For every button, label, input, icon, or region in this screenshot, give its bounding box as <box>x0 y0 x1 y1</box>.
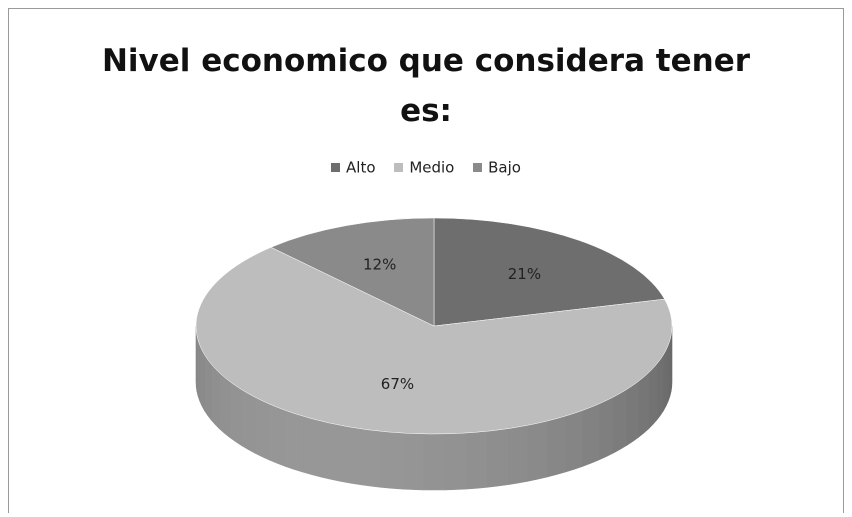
legend-item-medio: Medio <box>394 158 454 177</box>
pie-side-medio-26 <box>254 396 270 461</box>
legend-item-alto: Alto <box>331 158 376 177</box>
pie-side-medio-13 <box>507 424 528 486</box>
legend-swatch-bajo <box>473 163 483 173</box>
chart-title-line-1: Nivel economico que considera tener <box>101 43 751 79</box>
pie-side-medio-5 <box>638 372 649 438</box>
legend-swatch-alto <box>331 163 341 173</box>
pie-side-medio-17 <box>423 433 445 491</box>
pie-side-medio-14 <box>486 428 508 488</box>
pie-side-medio-31 <box>204 353 212 421</box>
pie-side-medio-9 <box>582 403 599 467</box>
legend-swatch-medio <box>394 163 404 173</box>
pie-slice-bajo <box>270 217 435 327</box>
chart-title: Nivel economico que considera tener es: <box>0 36 852 136</box>
pie-side-medio-2 <box>663 345 669 412</box>
pie-side-medio-7 <box>612 388 627 454</box>
pie-side-medio-33 <box>196 335 201 402</box>
pie-side-medio-19 <box>380 430 403 490</box>
pie-side-medio-22 <box>320 420 341 482</box>
pie-side-medio-24 <box>285 410 304 473</box>
pie-side-medio-30 <box>210 363 220 430</box>
pie-side-medio-12 <box>527 420 548 482</box>
pie-side-medio-4 <box>648 363 658 430</box>
data-label-alto: 21% <box>508 265 541 283</box>
pie-side-medio-3 <box>656 353 664 421</box>
pie-side-medio-16 <box>444 432 467 491</box>
pie-side-medio-1 <box>667 335 672 402</box>
pie-side-medio-25 <box>269 403 286 467</box>
pie-data-labels: 21% 67% 12% <box>363 256 541 393</box>
chart-legend: Alto Medio Bajo <box>0 158 852 177</box>
pie-side-medio-29 <box>219 372 230 438</box>
pie-side-medio-15 <box>465 430 488 490</box>
pie-side-medio-6 <box>626 380 639 447</box>
pie-side-medio-20 <box>360 428 382 488</box>
data-label-medio: 67% <box>381 375 414 393</box>
pie-side-medio-8 <box>598 396 614 461</box>
data-label-bajo: 12% <box>363 256 396 274</box>
legend-item-bajo: Bajo <box>473 158 521 177</box>
legend-label-bajo: Bajo <box>488 158 521 177</box>
chart-title-line-2: es: <box>400 93 452 129</box>
pie-side-medio-10 <box>564 410 583 473</box>
pie-side-medio-28 <box>229 380 242 447</box>
pie-slice-alto <box>433 217 665 327</box>
pie-side-medio-32 <box>199 345 205 412</box>
legend-label-alto: Alto <box>346 158 376 177</box>
legend-label-medio: Medio <box>409 158 455 177</box>
pie-side-medio-27 <box>241 388 256 454</box>
pie-side-medio-23 <box>302 415 322 478</box>
pie-side-medio-11 <box>546 415 566 478</box>
pie-slices <box>195 217 673 435</box>
pie-sides <box>195 325 673 491</box>
pie-side-medio-21 <box>340 424 361 486</box>
pie-slice-medio <box>195 246 673 435</box>
pie-side-medio-18 <box>401 432 424 491</box>
